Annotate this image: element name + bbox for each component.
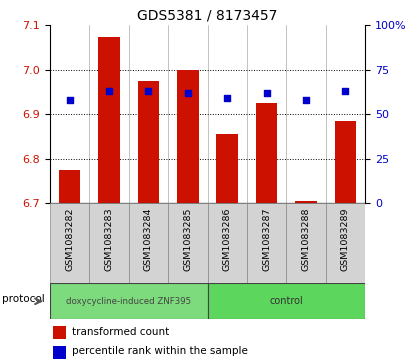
Text: GSM1083284: GSM1083284 — [144, 207, 153, 271]
Text: doxycycline-induced ZNF395: doxycycline-induced ZNF395 — [66, 297, 191, 306]
Text: percentile rank within the sample: percentile rank within the sample — [72, 346, 248, 356]
Text: GSM1083286: GSM1083286 — [223, 207, 232, 271]
Point — [105, 88, 112, 94]
Text: transformed count: transformed count — [72, 327, 169, 337]
Point — [145, 88, 152, 94]
Text: GSM1083283: GSM1083283 — [105, 207, 113, 271]
Bar — [98, 37, 120, 203]
Bar — [208, 203, 247, 283]
Bar — [168, 203, 208, 283]
Bar — [89, 203, 129, 283]
Bar — [50, 203, 89, 283]
Text: GSM1083289: GSM1083289 — [341, 207, 350, 271]
Text: protocol: protocol — [2, 294, 45, 305]
Bar — [137, 81, 159, 203]
Text: GSM1083287: GSM1083287 — [262, 207, 271, 271]
Bar — [129, 203, 168, 283]
Point — [66, 97, 73, 103]
Bar — [326, 203, 365, 283]
Bar — [295, 201, 317, 203]
Text: GSM1083282: GSM1083282 — [65, 207, 74, 271]
Text: GSM1083288: GSM1083288 — [302, 207, 310, 271]
Point — [224, 95, 231, 101]
Point — [303, 97, 309, 103]
Bar — [50, 283, 208, 319]
Bar — [256, 103, 278, 203]
Point — [184, 90, 191, 96]
Point — [342, 88, 349, 94]
Point — [264, 90, 270, 96]
Title: GDS5381 / 8173457: GDS5381 / 8173457 — [137, 9, 278, 23]
Bar — [247, 203, 286, 283]
Bar — [334, 121, 356, 203]
Bar — [59, 170, 81, 203]
Bar — [53, 326, 66, 339]
Text: GSM1083285: GSM1083285 — [183, 207, 192, 271]
Bar — [177, 70, 199, 203]
Bar — [53, 346, 66, 359]
Bar — [286, 203, 326, 283]
Bar — [216, 134, 238, 203]
Bar — [208, 283, 365, 319]
Text: control: control — [269, 296, 303, 306]
